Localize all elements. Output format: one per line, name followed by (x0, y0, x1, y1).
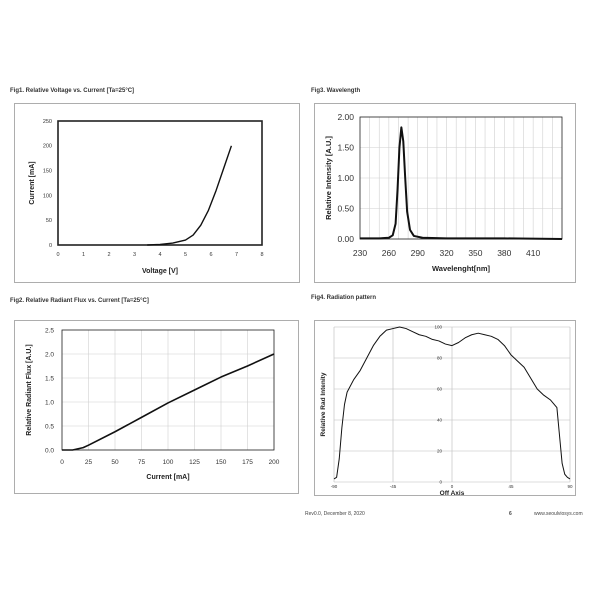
x-tick-label: 5 (184, 252, 187, 258)
y-tick-label: 0.50 (337, 203, 354, 213)
x-tick-label: 100 (163, 459, 174, 466)
y-tick-label: 250 (43, 119, 52, 125)
x-tick-label: 45 (508, 484, 514, 489)
footer-website: www.seoulviosys.com (534, 511, 583, 517)
fig1-voltage-current-chart: 0 1 2 3 4 5 6 7 8 0 50 100 150 200 250 Voltage [V] Curre… (14, 103, 300, 283)
x-axis-label: Off Axis (440, 490, 465, 497)
series-line (62, 353, 275, 451)
y-tick-label: 50 (46, 218, 52, 224)
x-tick-label: 290 (411, 248, 425, 258)
y-tick-label: 60 (437, 387, 443, 392)
y-tick-label: 0 (439, 480, 442, 485)
x-tick-label: 4 (158, 252, 161, 258)
y-axis-label: Current [mA] (29, 161, 36, 204)
fig3-wavelength-chart: 230 260 290 320 350 380 410 0.00 0.50 1.00 1.50 2.0… (314, 103, 576, 283)
x-tick-label: 50 (111, 459, 119, 466)
x-tick-label: 260 (382, 248, 396, 258)
series-line (360, 126, 563, 240)
fig3-title: Fig3. Wavelength (311, 88, 361, 94)
y-tick-label: 2.5 (45, 327, 54, 334)
x-tick-label: 7 (235, 252, 238, 258)
x-tick-label: 125 (189, 459, 200, 466)
fig2-radiant-flux-chart: 0 25 50 75 100 125 150 175 200 0.0 0.5 1.0 1.5 2.0 2.5… (14, 320, 299, 494)
fig2-title: Fig2. Relative Radiant Flux vs. Current … (10, 298, 149, 304)
x-axis-label: Voltage [V] (142, 268, 178, 275)
plot-area-border (57, 120, 263, 246)
y-tick-label: 100 (434, 325, 442, 330)
y-tick-label: 80 (437, 356, 443, 361)
y-tick-label: 2.00 (337, 112, 354, 122)
series-line (147, 145, 233, 246)
fig1-title: Fig1. Relative Voltage vs. Current [Ta=2… (10, 88, 135, 94)
y-tick-label: 20 (437, 449, 443, 454)
y-tick-label: 40 (437, 418, 443, 423)
x-tick-label: 75 (138, 459, 146, 466)
x-tick-label: -90 (331, 484, 338, 489)
y-tick-label: 0.00 (337, 234, 354, 244)
y-axis-label: Relative Radiant Flux [A.U.] (26, 344, 33, 435)
x-tick-label: 150 (216, 459, 227, 466)
chart-frame (314, 103, 576, 283)
x-tick-label: 25 (85, 459, 93, 466)
x-tick-label: 6 (209, 252, 212, 258)
y-tick-label: 100 (43, 193, 52, 199)
x-tick-label: 0 (56, 252, 59, 258)
fig4-radiation-pattern-chart: -90 -45 0 45 90 0 20 40 60 80 100 Off Axis Relative … (314, 320, 576, 497)
x-tick-label: 380 (497, 248, 511, 258)
y-tick-label: 200 (43, 144, 52, 150)
x-tick-label: 8 (260, 252, 263, 258)
y-tick-label: 150 (43, 169, 52, 175)
x-tick-label: 410 (526, 248, 540, 258)
x-axis-label: Current [mA] (146, 474, 189, 481)
chart-frame (14, 320, 299, 494)
x-tick-label: 230 (353, 248, 367, 258)
x-tick-label: 90 (567, 484, 573, 489)
x-tick-label: 2 (107, 252, 110, 258)
x-tick-label: 1 (82, 252, 85, 258)
plot-area-border (61, 329, 275, 451)
y-tick-label: 0.5 (45, 423, 54, 430)
y-tick-label: 0.0 (45, 447, 54, 454)
x-axis-label: Wavelenght[nm] (432, 264, 491, 273)
x-tick-label: 200 (269, 459, 280, 466)
y-tick-label: 1.50 (337, 142, 354, 152)
x-tick-label: 0 (451, 484, 454, 489)
y-axis-label: Relative Rad Intenity (320, 372, 327, 436)
x-tick-label: 0 (60, 459, 64, 466)
x-tick-label: 320 (439, 248, 453, 258)
footer-revision: Rev0.0, December 8, 2020 (305, 511, 365, 517)
fig4-title: Fig4. Radiation pattern (311, 295, 377, 301)
y-tick-label: 0 (49, 243, 52, 249)
x-tick-label: -45 (390, 484, 397, 489)
chart-frame (14, 103, 300, 283)
y-tick-label: 1.0 (45, 399, 54, 406)
footer-page-number: 6 (509, 511, 512, 517)
y-axis-label: Relative Intensity [A.U.] (324, 136, 333, 220)
y-tick-label: 1.00 (337, 173, 354, 183)
y-tick-label: 2.0 (45, 351, 54, 358)
x-tick-label: 350 (468, 248, 482, 258)
chart-frame (314, 320, 576, 496)
series-line (333, 326, 571, 480)
x-tick-label: 175 (242, 459, 253, 466)
y-tick-label: 1.5 (45, 375, 54, 382)
x-tick-label: 3 (133, 252, 136, 258)
